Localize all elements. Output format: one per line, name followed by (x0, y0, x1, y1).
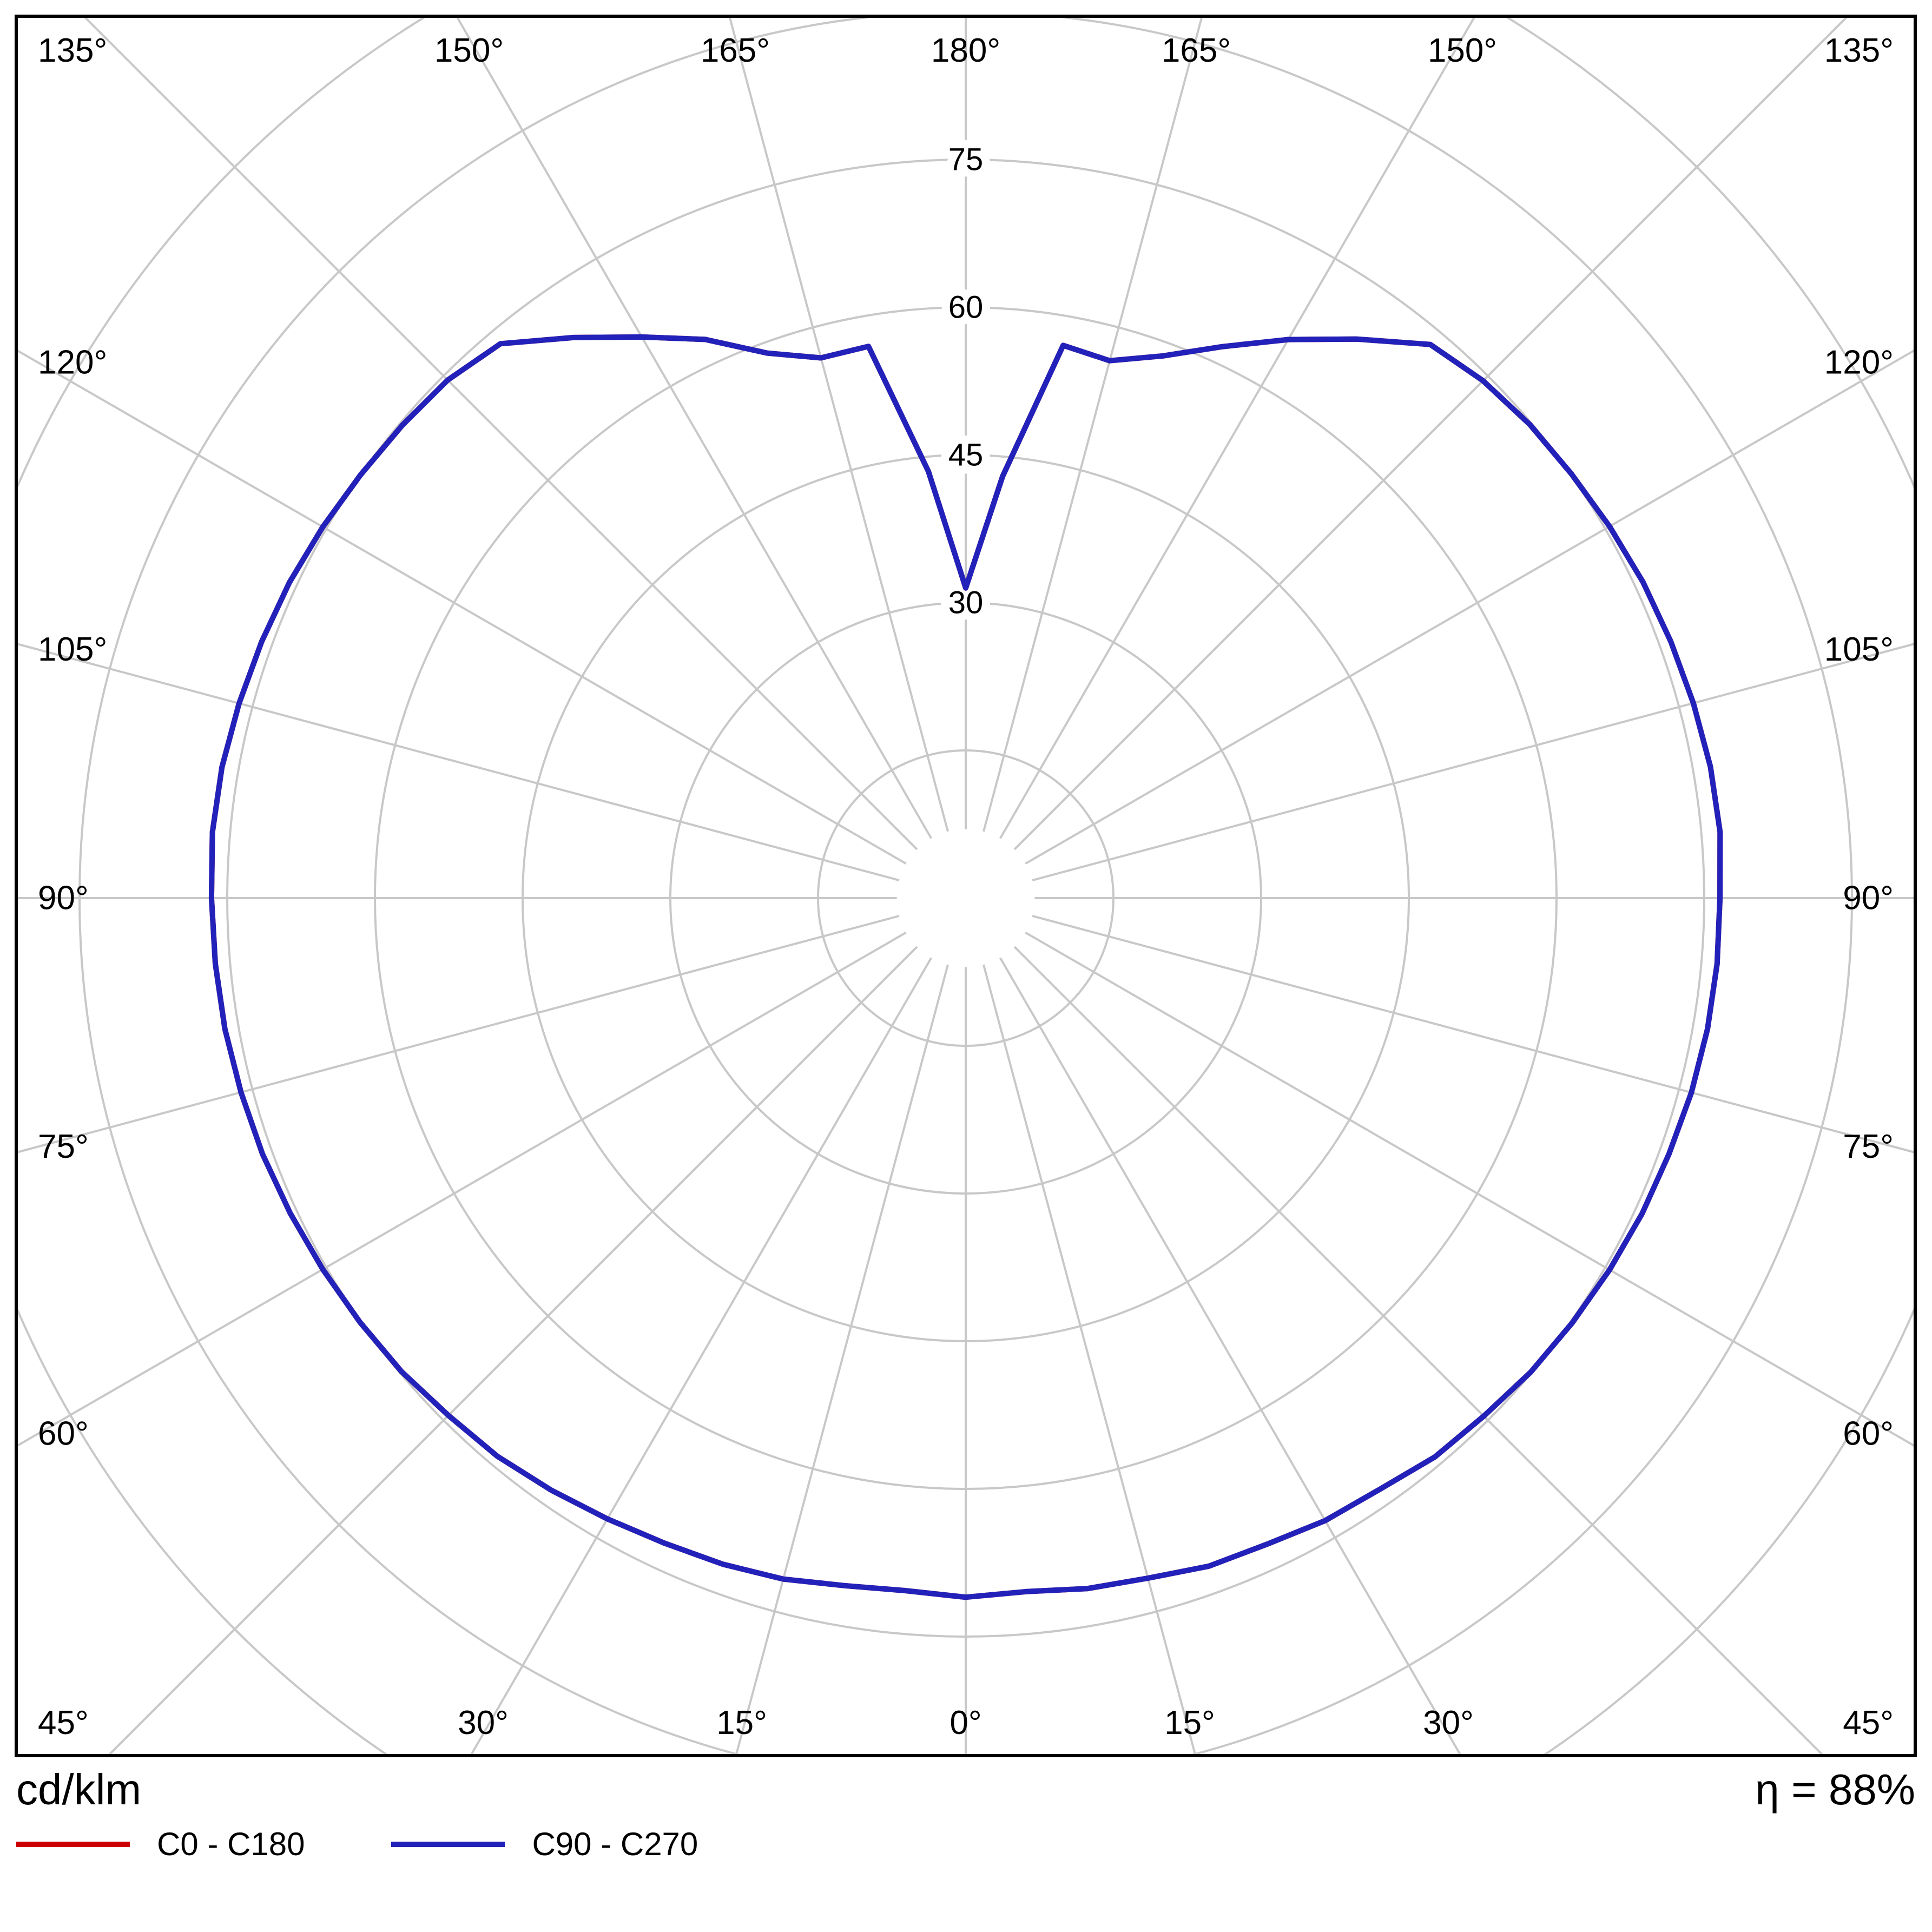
angle-label-60-right: 60° (1843, 1415, 1894, 1453)
grid-spoke-135 (1013, 16, 1849, 850)
legend-label-0: C0 - C180 (157, 1826, 305, 1862)
angle-label-165-left: 165° (701, 32, 770, 69)
grid-spoke-75 (16, 915, 900, 1154)
angle-label-30-right: 30° (1423, 1704, 1474, 1742)
grid-spoke-30 (999, 957, 1462, 1756)
grid-spoke-165 (983, 16, 1203, 832)
grid-spoke-150 (455, 16, 933, 839)
angle-label-15-left: 15° (716, 1704, 767, 1742)
legend-label-1: C90 - C270 (532, 1826, 698, 1862)
chart-footer: cd/klm η = 88% C0 - C180 C90 - C270 (16, 1765, 1915, 1863)
legend-item-C0-C180: C0 - C180 (16, 1825, 305, 1863)
angle-label-45-right: 45° (1843, 1704, 1894, 1742)
grid-spoke-105 (16, 642, 900, 881)
angle-label-60-left: 60° (38, 1415, 89, 1453)
angle-label-90-right: 90° (1843, 880, 1894, 917)
legend-item-C90-C270: C90 - C270 (391, 1825, 698, 1863)
grid-spoke-60 (1025, 931, 1915, 1448)
grid-spoke-15 (735, 964, 949, 1756)
angle-label-15-right: 15° (1164, 1704, 1215, 1742)
grid-spoke-120 (1025, 348, 1915, 865)
radial-tick-60: 60 (948, 290, 984, 325)
grid-spoke-150 (999, 16, 1476, 839)
legend-line-1 (391, 1841, 505, 1847)
grid-spoke-75 (1032, 915, 1915, 1154)
angle-label-135-right: 135° (1824, 32, 1894, 69)
grid-spoke-165 (728, 16, 949, 832)
footer-row-1: cd/klm η = 88% (16, 1765, 1915, 1815)
grid-spoke-105 (1032, 642, 1915, 881)
angle-label-45-left: 45° (38, 1704, 89, 1742)
angle-label-180: 180° (931, 32, 1000, 69)
chart-frame (15, 15, 1917, 1757)
radial-tick-45: 45 (948, 438, 984, 473)
grid-spoke-135 (82, 16, 918, 850)
grid-spoke-120 (16, 348, 907, 865)
angle-label-75-right: 75° (1843, 1128, 1894, 1165)
angle-label-90-left: 90° (38, 880, 89, 917)
angle-label-120-left: 120° (38, 344, 107, 381)
efficiency-label: η = 88% (1755, 1765, 1915, 1814)
angle-label-0: 0° (949, 1704, 981, 1742)
unit-label: cd/klm (16, 1765, 142, 1814)
grid-spoke-30 (469, 957, 933, 1756)
radial-tick-75: 75 (948, 142, 984, 177)
angle-label-150-left: 150° (434, 32, 504, 69)
angle-label-135-left: 135° (38, 32, 107, 69)
angle-label-75-left: 75° (38, 1128, 89, 1165)
angle-label-165-right: 165° (1162, 32, 1231, 69)
angle-label-105-right: 105° (1824, 631, 1894, 668)
grid-spoke-45 (107, 946, 918, 1756)
angle-label-120-right: 120° (1824, 344, 1894, 381)
angle-label-30-left: 30° (458, 1704, 509, 1742)
legend-line-0 (16, 1841, 130, 1847)
chart-legend: C0 - C180 C90 - C270 (16, 1825, 1915, 1863)
curve-C90-C270 (208, 334, 1723, 1600)
angle-label-105-left: 105° (38, 631, 107, 668)
grid-spoke-60 (16, 931, 907, 1448)
angle-label-150-right: 150° (1428, 32, 1497, 69)
grid-spoke-45 (1013, 946, 1825, 1756)
grid-spoke-15 (983, 964, 1197, 1756)
